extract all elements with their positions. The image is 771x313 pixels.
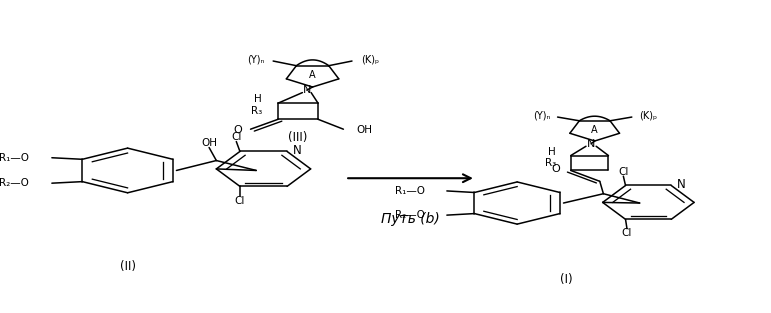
Text: R₁—O: R₁—O [0, 153, 29, 163]
Text: R₃: R₃ [251, 106, 262, 116]
Text: O: O [552, 164, 561, 174]
Text: Cl: Cl [621, 228, 632, 238]
Text: R₁—O: R₁—O [395, 186, 425, 196]
Text: R₂—O: R₂—O [0, 178, 29, 188]
Text: H: H [254, 95, 262, 105]
Text: N: N [587, 139, 595, 149]
Text: (Y)ₙ: (Y)ₙ [247, 54, 264, 64]
Text: (Y)ₙ: (Y)ₙ [533, 111, 550, 121]
Text: N: N [677, 178, 685, 191]
Text: N: N [302, 85, 311, 95]
Text: Cl: Cl [231, 132, 241, 142]
Text: A: A [309, 70, 316, 80]
Text: Путь (b): Путь (b) [381, 212, 440, 226]
Text: (I): (I) [561, 273, 573, 285]
Text: A: A [591, 125, 598, 135]
Text: (K)ₚ: (K)ₚ [639, 111, 657, 121]
Text: H: H [548, 147, 556, 157]
Text: OH: OH [356, 125, 372, 135]
Text: Cl: Cl [234, 196, 245, 206]
Text: N: N [293, 144, 301, 157]
Text: R₂—O: R₂—O [396, 210, 425, 220]
Text: O: O [233, 125, 242, 135]
Text: (K)ₚ: (K)ₚ [361, 54, 379, 64]
Text: (III): (III) [288, 131, 308, 144]
Text: (II): (II) [120, 260, 136, 273]
Text: R₃: R₃ [545, 158, 556, 168]
Text: OH: OH [201, 138, 217, 148]
Text: Cl: Cl [618, 167, 628, 177]
